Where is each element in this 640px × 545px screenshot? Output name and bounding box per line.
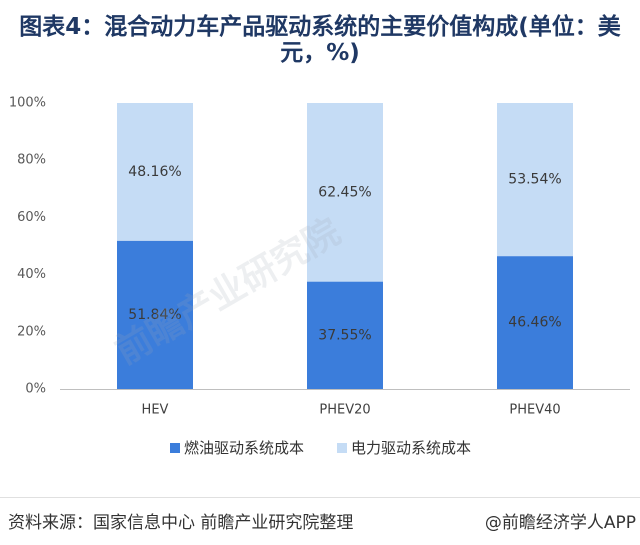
data-label-value: 53.54 xyxy=(508,172,548,188)
bar-phev20-series-1 xyxy=(307,281,383,389)
y-tick-label-20: 20% xyxy=(17,324,46,339)
legend-label: 电力驱动系统成本 xyxy=(351,439,471,457)
y-axis: 0% 20% 40% 60% 80% 100% xyxy=(9,96,46,397)
data-label-phev20-series-2: 62.45% xyxy=(318,184,371,200)
credit-note: @前瞻经济学人APP xyxy=(484,513,636,533)
data-label-unit: % xyxy=(548,172,561,188)
data-label-unit: % xyxy=(358,184,371,200)
data-label-value: 37.55 xyxy=(318,327,358,343)
x-tick-label-phev40: PHEV40 xyxy=(509,403,560,418)
legend: 燃油驱动系统成本 电力驱动系统成本 xyxy=(170,439,471,457)
data-label-unit: % xyxy=(168,164,181,180)
bar-hev-series-1 xyxy=(117,240,193,389)
data-label-phev40-series-1: 46.46% xyxy=(508,315,561,331)
chart-title-line-2: 元，%) xyxy=(280,40,360,66)
legend-swatch xyxy=(170,443,180,453)
legend-swatch xyxy=(337,443,347,453)
data-label-value: 48.16 xyxy=(128,164,168,180)
data-label-unit: % xyxy=(358,327,371,343)
y-tick-label-40: 40% xyxy=(17,267,46,282)
chart-title: 图表4：混合动力车产品驱动系统的主要价值构成(单位：美 元，%) xyxy=(0,14,640,66)
bar-hev-series-2 xyxy=(117,103,193,241)
legend-label: 燃油驱动系统成本 xyxy=(184,439,304,457)
bars xyxy=(117,103,573,389)
chart-title-line-1: 图表4：混合动力车产品驱动系统的主要价值构成(单位：美 xyxy=(19,14,621,40)
legend-item-series-2: 电力驱动系统成本 xyxy=(337,439,471,457)
data-label-value: 62.45 xyxy=(318,184,358,200)
source-note: 资料来源：国家信息中心 前瞻产业研究院整理 xyxy=(8,513,354,533)
y-tick-label-0: 0% xyxy=(25,382,46,397)
bar-phev20-series-2 xyxy=(307,103,383,282)
y-tick-label-60: 60% xyxy=(17,210,46,225)
x-tick-label-phev20: PHEV20 xyxy=(319,403,370,418)
data-label-value: 51.84 xyxy=(128,307,168,323)
data-label-hev-series-2: 48.16% xyxy=(128,164,181,180)
data-label-unit: % xyxy=(168,307,181,323)
bar-phev40-series-2 xyxy=(497,103,573,257)
data-label-phev40-series-2: 53.54% xyxy=(508,172,561,188)
y-tick-label-100: 100% xyxy=(9,96,46,111)
footer-divider xyxy=(0,497,640,498)
y-tick-label-80: 80% xyxy=(17,153,46,168)
bar-phev40-series-1 xyxy=(497,256,573,389)
data-label-value: 46.46 xyxy=(508,315,548,331)
legend-item-series-1: 燃油驱动系统成本 xyxy=(170,439,304,457)
data-label-unit: % xyxy=(548,315,561,331)
data-label-phev20-series-1: 37.55% xyxy=(318,327,371,343)
data-labels: 51.84%48.16%37.55%62.45%46.46%53.54% xyxy=(128,164,561,343)
data-label-hev-series-1: 51.84% xyxy=(128,307,181,323)
x-tick-label-hev: HEV xyxy=(142,403,169,418)
x-axis: HEV PHEV20 PHEV40 xyxy=(60,389,630,418)
